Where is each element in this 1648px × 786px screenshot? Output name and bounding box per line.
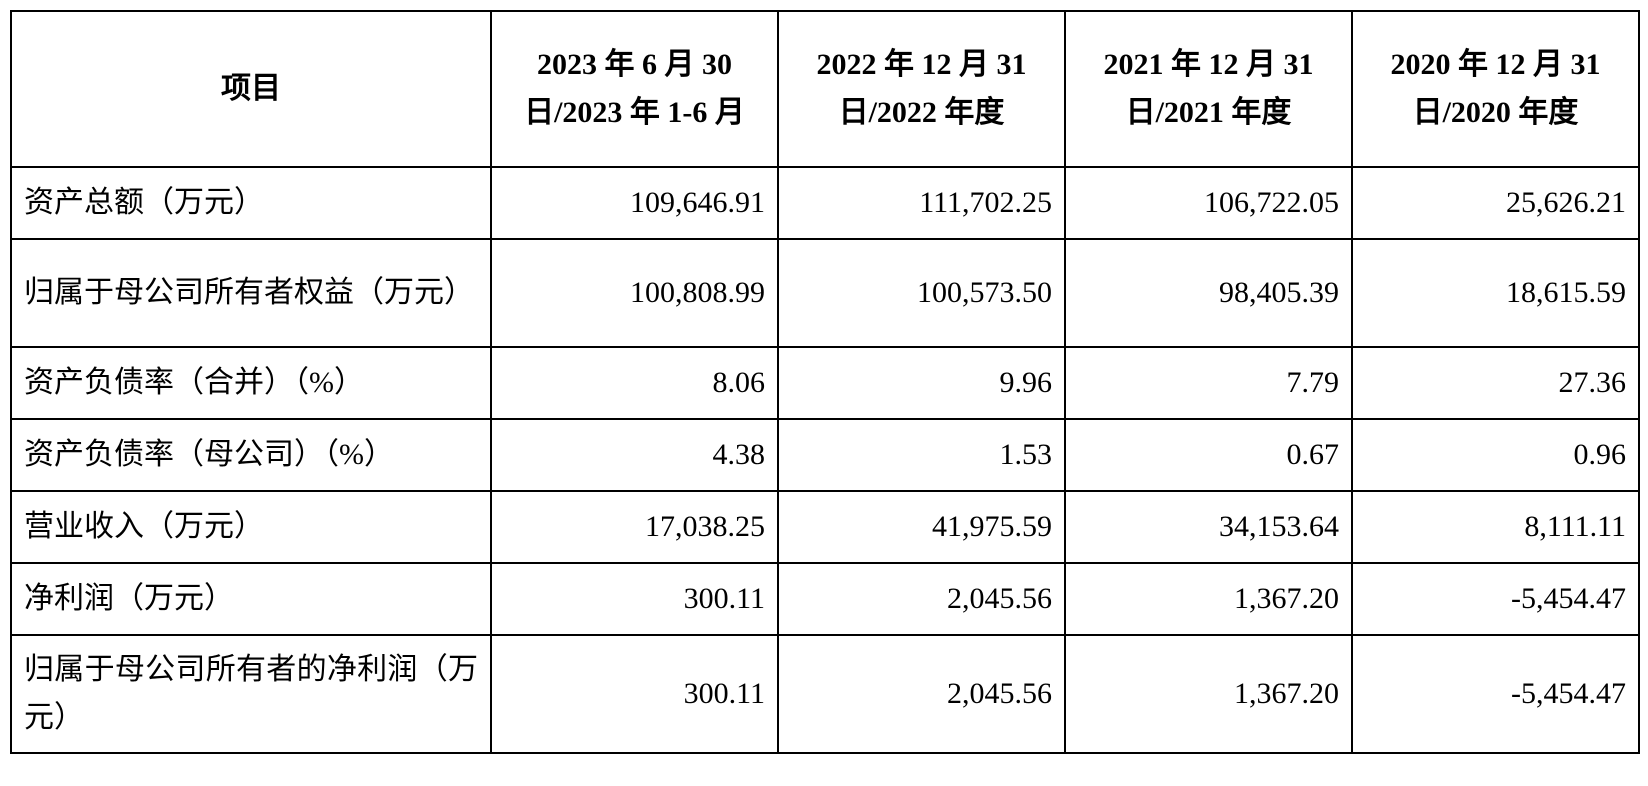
cell-value: 1.53 [778, 419, 1065, 491]
table-row: 归属于母公司所有者权益（万元）100,808.99100,573.5098,40… [11, 239, 1639, 347]
cell-value: 41,975.59 [778, 491, 1065, 563]
cell-value: 8.06 [491, 347, 778, 419]
table-row: 资产负债率（母公司）（%）4.381.530.670.96 [11, 419, 1639, 491]
col-header-item: 项目 [11, 11, 491, 167]
cell-value: 9.96 [778, 347, 1065, 419]
cell-value: 109,646.91 [491, 167, 778, 239]
cell-value: 2,045.56 [778, 563, 1065, 635]
cell-value: 300.11 [491, 635, 778, 753]
cell-value: 0.96 [1352, 419, 1639, 491]
cell-value: 17,038.25 [491, 491, 778, 563]
row-label: 营业收入（万元） [11, 491, 491, 563]
table-row: 资产总额（万元）109,646.91111,702.25106,722.0525… [11, 167, 1639, 239]
cell-value: 1,367.20 [1065, 635, 1352, 753]
table-row: 营业收入（万元）17,038.2541,975.5934,153.648,111… [11, 491, 1639, 563]
col-header-2023: 2023 年 6 月 30 日/2023 年 1-6 月 [491, 11, 778, 167]
cell-value: 25,626.21 [1352, 167, 1639, 239]
cell-value: 300.11 [491, 563, 778, 635]
cell-value: -5,454.47 [1352, 635, 1639, 753]
cell-value: 100,573.50 [778, 239, 1065, 347]
cell-value: 100,808.99 [491, 239, 778, 347]
row-label: 归属于母公司所有者权益（万元） [11, 239, 491, 347]
cell-value: 34,153.64 [1065, 491, 1352, 563]
row-label: 资产负债率（合并）（%） [11, 347, 491, 419]
cell-value: 1,367.20 [1065, 563, 1352, 635]
row-label: 资产总额（万元） [11, 167, 491, 239]
cell-value: 106,722.05 [1065, 167, 1352, 239]
cell-value: 7.79 [1065, 347, 1352, 419]
cell-value: 98,405.39 [1065, 239, 1352, 347]
col-header-2021: 2021 年 12 月 31 日/2021 年度 [1065, 11, 1352, 167]
table-row: 归属于母公司所有者的净利润（万元）300.112,045.561,367.20-… [11, 635, 1639, 753]
col-header-2020: 2020 年 12 月 31 日/2020 年度 [1352, 11, 1639, 167]
cell-value: 111,702.25 [778, 167, 1065, 239]
row-label: 归属于母公司所有者的净利润（万元） [11, 635, 491, 753]
col-header-2022: 2022 年 12 月 31 日/2022 年度 [778, 11, 1065, 167]
table-row: 净利润（万元）300.112,045.561,367.20-5,454.47 [11, 563, 1639, 635]
cell-value: -5,454.47 [1352, 563, 1639, 635]
cell-value: 4.38 [491, 419, 778, 491]
table-row: 资产负债率（合并）（%）8.069.967.7927.36 [11, 347, 1639, 419]
table-body: 资产总额（万元）109,646.91111,702.25106,722.0525… [11, 167, 1639, 753]
cell-value: 27.36 [1352, 347, 1639, 419]
financial-table: 项目 2023 年 6 月 30 日/2023 年 1-6 月 2022 年 1… [10, 10, 1640, 754]
row-label: 资产负债率（母公司）（%） [11, 419, 491, 491]
cell-value: 2,045.56 [778, 635, 1065, 753]
cell-value: 8,111.11 [1352, 491, 1639, 563]
cell-value: 0.67 [1065, 419, 1352, 491]
row-label: 净利润（万元） [11, 563, 491, 635]
table-header-row: 项目 2023 年 6 月 30 日/2023 年 1-6 月 2022 年 1… [11, 11, 1639, 167]
cell-value: 18,615.59 [1352, 239, 1639, 347]
